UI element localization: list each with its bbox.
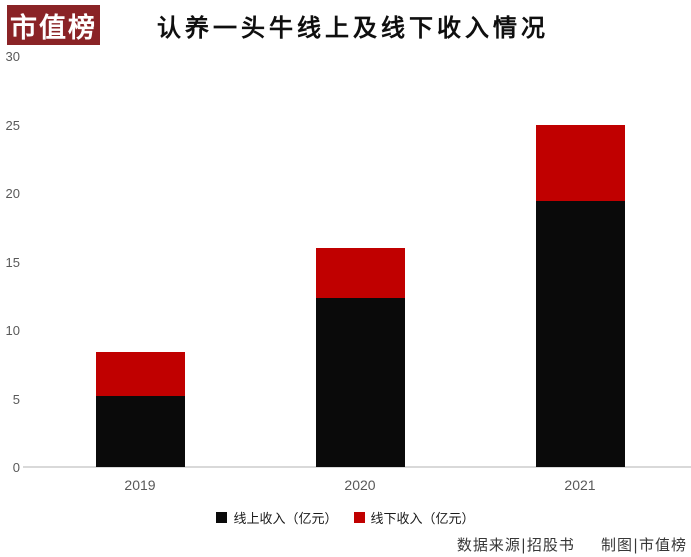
bar-segment-online-2019 [95,395,185,467]
y-axis-tick-label: 30 [5,49,20,64]
x-axis-line [23,466,691,468]
bar-segment-online-2020 [315,298,405,467]
x-axis-tick-label: 2020 [344,477,376,493]
x-axis-tick-label: 2019 [124,477,156,493]
bar-segment-offline-2019 [95,351,185,396]
bar-segment-offline-2021 [535,124,625,202]
legend-label: 线下收入（亿元） [370,510,475,526]
bar-segment-offline-2020 [315,247,405,299]
legend: 线上收入（亿元） 线下收入（亿元） [0,508,691,526]
chart-credit-text: 制图|市值榜 [600,536,687,554]
source-credit: 数据来源|招股书 制图|市值榜 [457,534,687,555]
legend-label: 线上收入（亿元） [233,510,338,526]
y-axis-tick-label: 15 [5,254,20,270]
site-logo: 市值榜 [7,5,100,45]
legend-swatch-offline [353,511,365,523]
legend-swatch-online [216,511,228,523]
y-axis-tick-label: 25 [5,117,20,133]
y-axis-tick-label: 0 [12,460,20,475]
y-axis-tick-label: 5 [12,391,20,407]
legend-item: 线上收入（亿元） [216,508,338,527]
legend-item: 线下收入（亿元） [353,508,475,527]
y-axis-tick-label: 20 [5,186,20,201]
chart-title: 认养一头牛线上及线下收入情况 [157,13,549,42]
y-axis-tick-label: 10 [5,323,20,338]
x-axis-tick-label: 2021 [564,477,596,493]
data-source-text: 数据来源|招股书 [456,536,575,554]
bar-segment-online-2021 [535,201,625,467]
